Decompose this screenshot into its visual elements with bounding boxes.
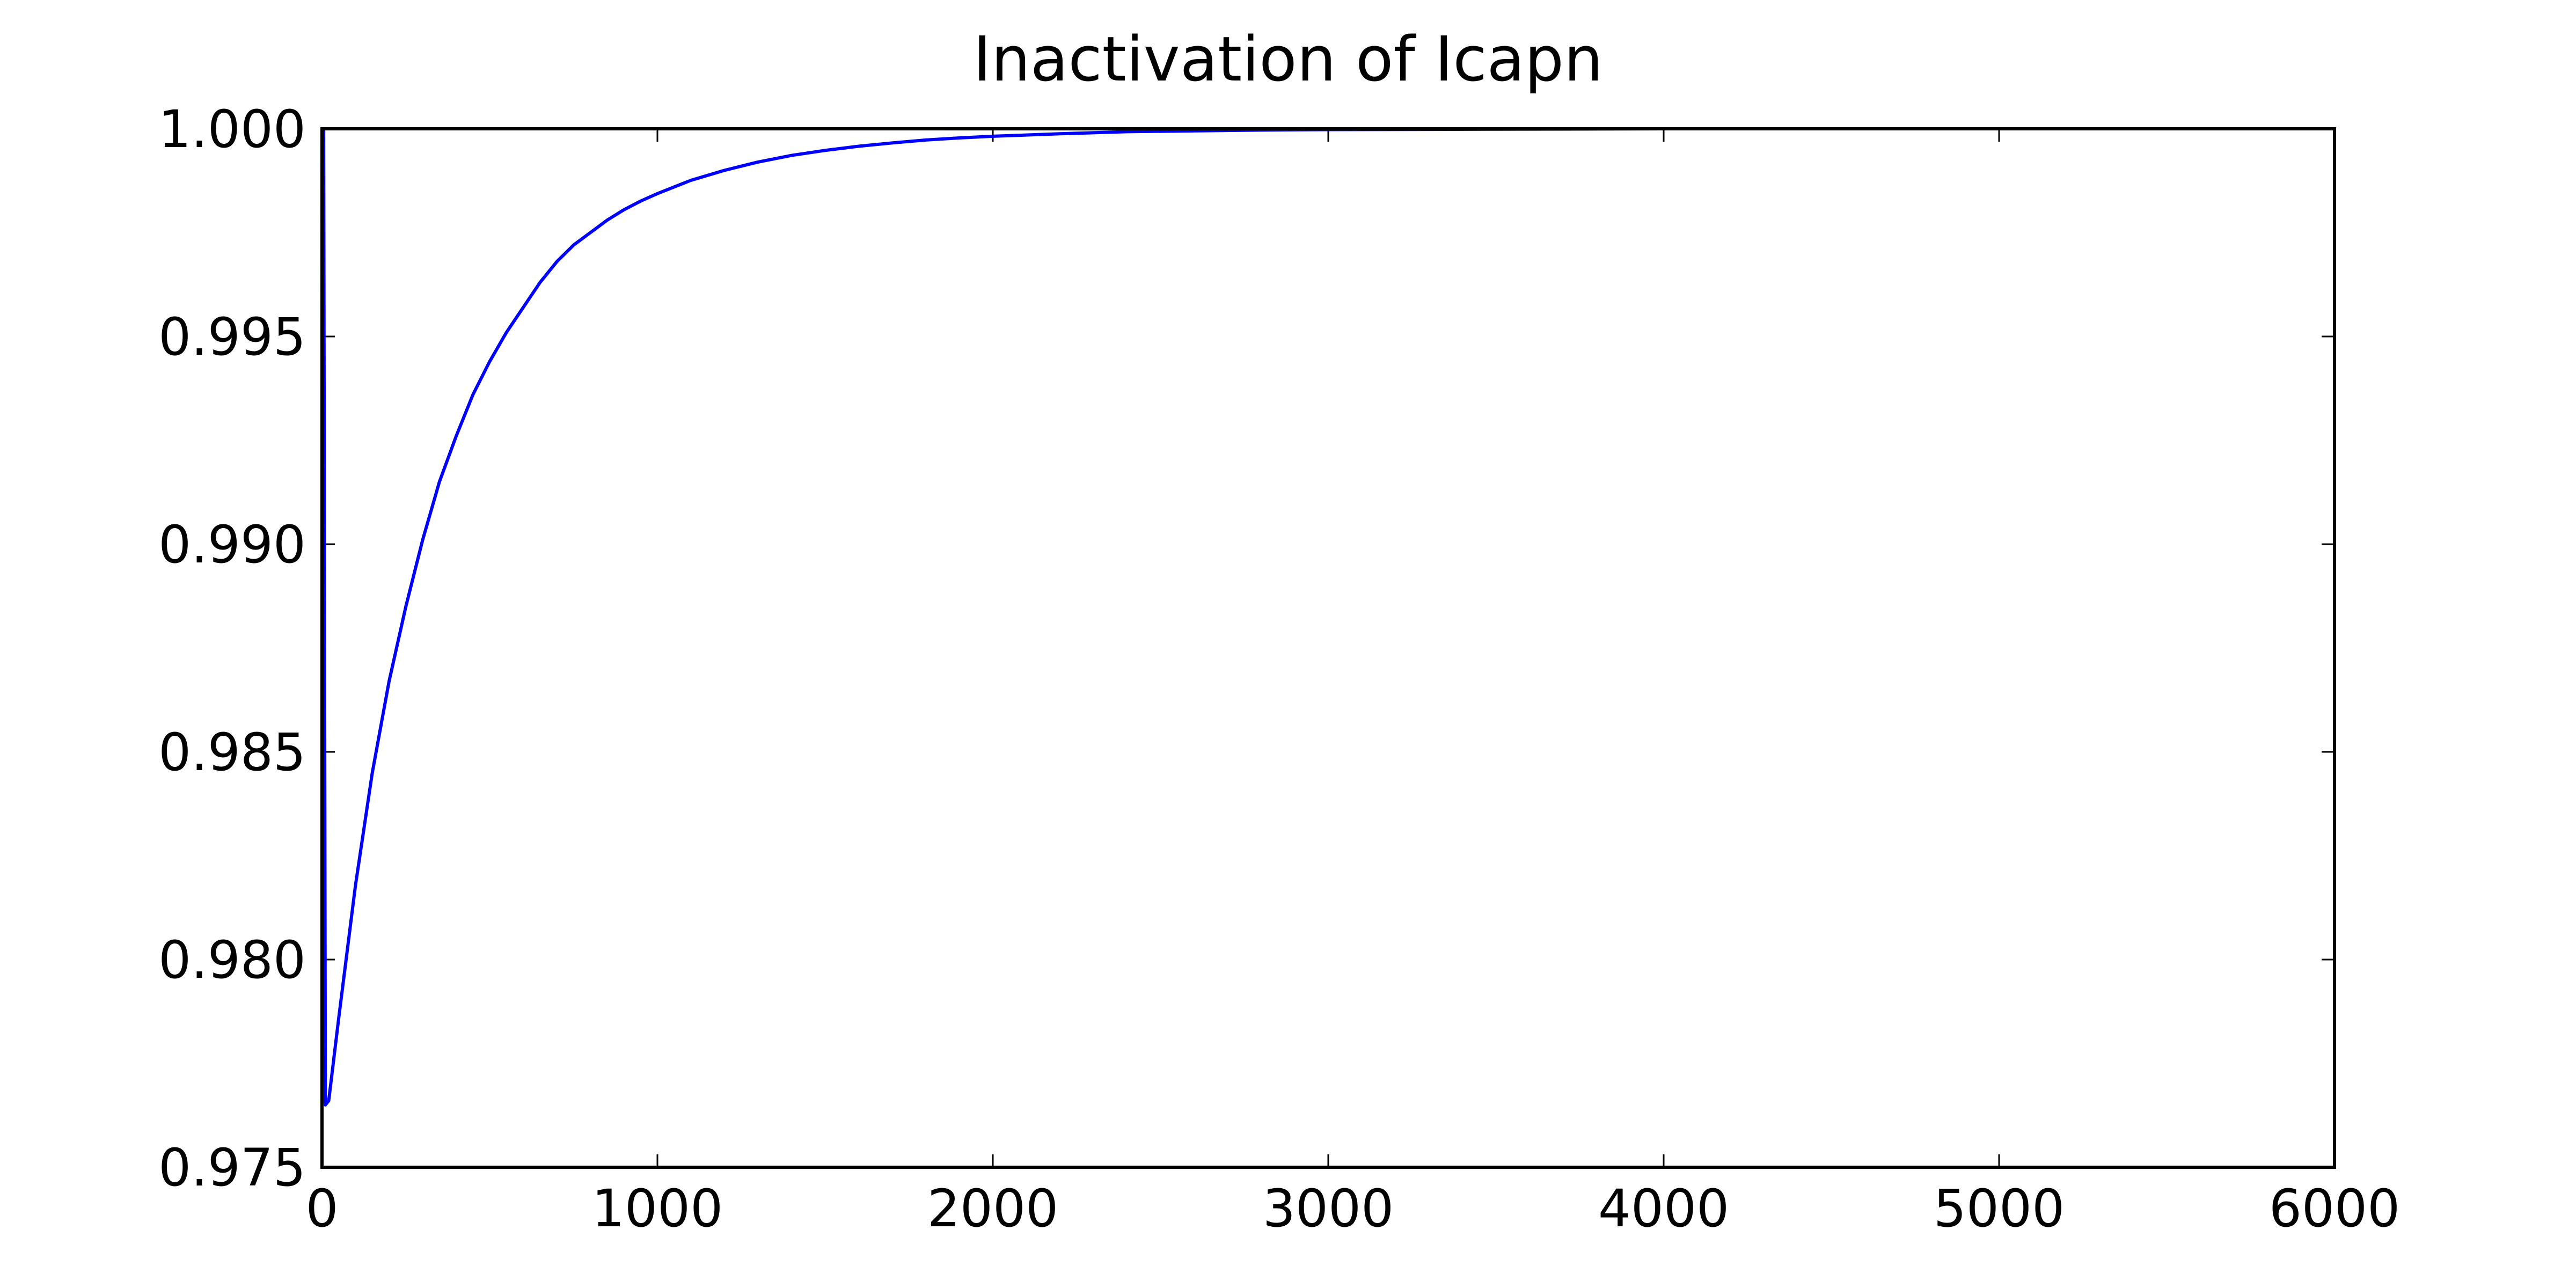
- x-tick-label: 4000: [1598, 1179, 1729, 1239]
- x-tick-label: 3000: [1263, 1179, 1394, 1239]
- y-tick-label: 0.990: [158, 515, 306, 575]
- tick-label-layer: 0 1000 2000 3000 4000 5000 6000 0.975 0.980 0.985…: [158, 99, 2400, 1239]
- chart-title: Inactivation of Icapn: [973, 24, 1603, 96]
- x-tick-label: 5000: [1934, 1179, 2065, 1239]
- x-tick-label: 6000: [2269, 1179, 2400, 1239]
- y-tick-label: 0.985: [158, 722, 306, 782]
- y-tick-label: 0.995: [158, 307, 306, 367]
- x-tick-label: 0: [305, 1179, 338, 1239]
- y-tick-label: 1.000: [158, 99, 306, 159]
- plot-frame: [320, 127, 2336, 1169]
- y-tick-label: 0.980: [158, 930, 306, 990]
- x-tick-label: 1000: [592, 1179, 723, 1239]
- y-tick-label: 0.975: [158, 1138, 306, 1198]
- x-tick-label: 2000: [927, 1179, 1058, 1239]
